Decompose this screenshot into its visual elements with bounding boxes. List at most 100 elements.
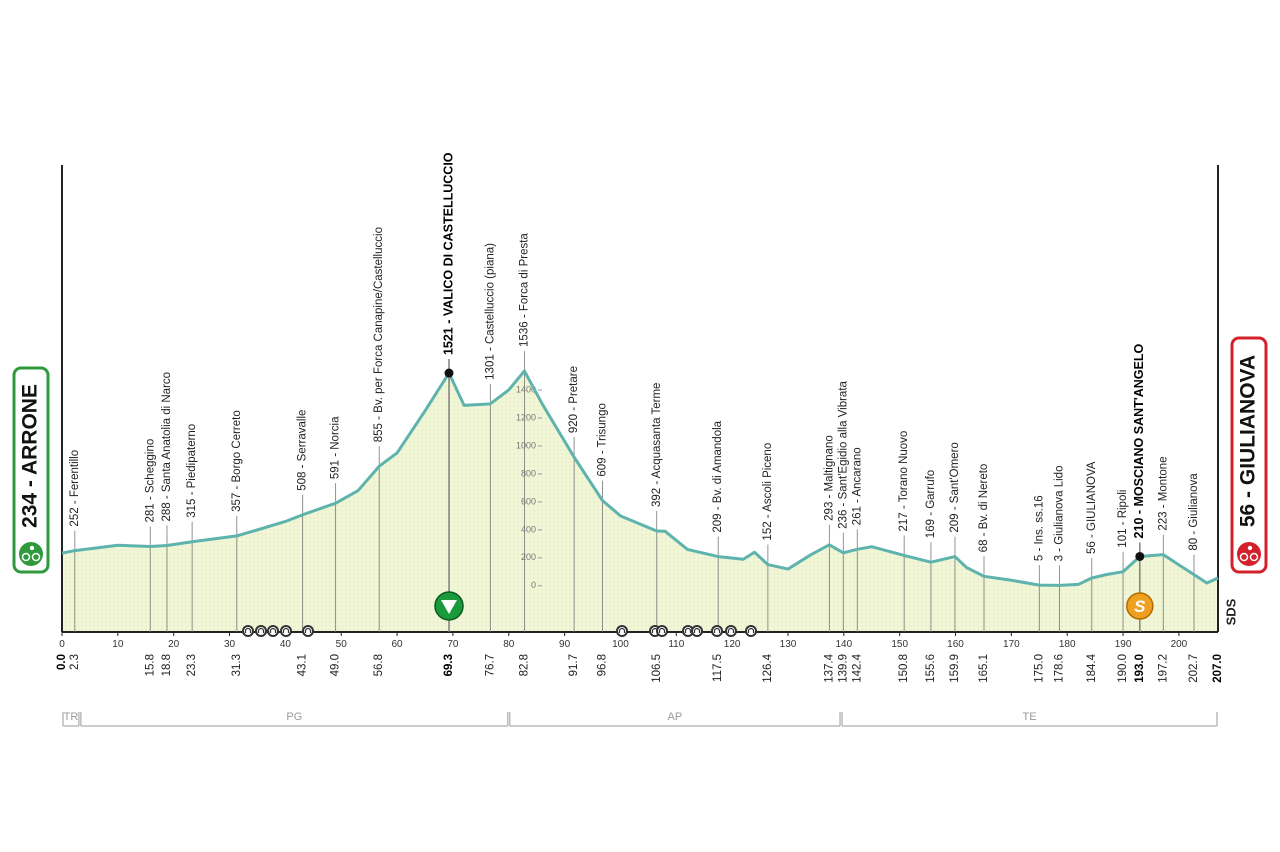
waypoint-label: 609 - Trisungo	[597, 403, 609, 477]
y-tick-label: 800	[521, 468, 536, 478]
tunnel-icon-arch	[713, 627, 721, 633]
tunnel-icon	[242, 625, 254, 637]
x-tick-label: 40	[280, 639, 292, 650]
tunnel-icon	[280, 625, 292, 637]
waypoint-km: 43.1	[297, 654, 309, 676]
waypoint-km: 49.0	[330, 654, 342, 676]
tunnel-icon-arch	[658, 627, 666, 633]
start-badge	[12, 366, 50, 574]
x-tick-label: 50	[336, 639, 348, 650]
waypoint-label: 508 - Serravalle	[297, 410, 309, 491]
y-tick-label: 0	[531, 580, 536, 590]
waypoint-label: 5 - Ins. ss.16	[1033, 495, 1045, 561]
tunnel-icon	[725, 625, 737, 637]
waypoint-km: 178.6	[1053, 654, 1065, 683]
y-tick-label: 400	[521, 524, 536, 534]
x-tick-label: 110	[668, 639, 684, 650]
x-tick-label: 20	[168, 639, 180, 650]
start-icon	[19, 542, 43, 566]
waypoint-km: 190.0	[1117, 654, 1129, 683]
tunnel-icon	[691, 625, 703, 637]
start-icon-wheel	[21, 552, 31, 562]
waypoint-km: 139.9	[837, 654, 849, 683]
x-tick-label: 100	[612, 639, 629, 650]
waypoint-label: 1301 - Castelluccio (piana)	[484, 243, 496, 380]
tunnel-icon-arch	[304, 627, 312, 633]
y-tick-label: 1400	[516, 384, 536, 394]
start-icon-head	[29, 545, 35, 551]
x-tick-label: 160	[947, 639, 964, 650]
waypoint-km: 82.8	[518, 654, 530, 676]
x-tick-label: 130	[780, 639, 797, 650]
start-label: 234 - ARRONE	[19, 384, 42, 528]
finish-label: 56 - GIULIANOVA	[1237, 355, 1260, 527]
waypoint-label: 315 - Piedipaterno	[186, 424, 198, 518]
waypoint-km: 76.7	[484, 654, 496, 676]
waypoint-label: 252 - Ferentillo	[69, 450, 81, 527]
tunnel-icon	[616, 625, 628, 637]
x-tick-label: 70	[447, 639, 459, 650]
waypoint-label: 210 - MOSCIANO SANT'ANGELO	[1132, 344, 1146, 539]
summit-dot	[444, 368, 454, 378]
waypoint-label: 392 - Acquasanta Terme	[651, 383, 663, 507]
waypoint-km: 159.9	[949, 654, 961, 683]
tunnel-icon	[745, 625, 757, 637]
x-tick-label: 190	[1115, 639, 1132, 650]
waypoint-label: 920 - Pretare	[568, 366, 580, 433]
waypoint-km: 31.3	[231, 654, 243, 676]
tunnel-icon-arch	[684, 627, 692, 633]
waypoint-label: 68 - Bv. di Nereto	[978, 464, 990, 553]
waypoint-label: 1521 - VALICO DI CASTELLUCCIO	[441, 152, 455, 355]
region-label: AP	[668, 711, 683, 723]
tunnel-icon	[302, 625, 314, 637]
waypoint-km: 150.8	[898, 654, 910, 683]
x-tick-label: 180	[1059, 639, 1076, 650]
waypoint-km: 197.2	[1157, 654, 1169, 683]
x-tick-label: 200	[1171, 639, 1188, 650]
tunnel-icon-arch	[244, 627, 252, 633]
waypoint-km: 23.3	[186, 654, 198, 676]
y-tick-label: 600	[521, 496, 536, 506]
waypoint-km: 126.4	[762, 653, 774, 682]
tunnel-icon	[711, 625, 723, 637]
tunnel-icon-arch	[282, 627, 290, 633]
waypoint-km: 106.5	[651, 654, 663, 683]
finish-icon-wheel	[1249, 552, 1259, 562]
waypoint-label: 80 - Giulianova	[1188, 473, 1200, 551]
waypoint-km: 56.8	[373, 654, 385, 676]
summit-dot	[1135, 551, 1145, 561]
waypoint-label: 1536 - Forca di Presta	[518, 233, 530, 347]
region-label: PG	[286, 711, 302, 723]
x-tick-label: 0	[59, 639, 65, 650]
kom-triangle	[441, 600, 458, 614]
waypoint-km: 96.8	[597, 654, 609, 676]
tunnel-icon-arch	[269, 627, 277, 633]
profile-texture	[62, 370, 1218, 632]
tunnel-icon	[656, 625, 668, 637]
waypoint-label: 152 - Ascoli Piceno	[762, 443, 774, 541]
waypoint-km: 184.4	[1086, 653, 1098, 682]
x-tick-label: 80	[503, 639, 515, 650]
waypoint-km: 18.8	[161, 654, 173, 676]
waypoint-km: 91.7	[568, 654, 580, 676]
waypoint-km: 69.3	[443, 654, 455, 676]
waypoint-km: 155.6	[925, 654, 937, 683]
tunnel-icon-arch	[618, 627, 626, 633]
waypoint-label: 217 - Torano Nuovo	[898, 431, 910, 532]
finish-km: 207.0	[1212, 654, 1224, 683]
waypoint-label: 209 - Sant'Omero	[949, 442, 961, 532]
waypoint-label: 855 - Bv. per Forca Canapine/Castellucci…	[373, 227, 385, 442]
waypoint-label: 288 - Santa Anatolia di Narco	[161, 372, 173, 522]
y-tick-label: 200	[521, 552, 536, 562]
tunnel-icon-arch	[257, 627, 265, 633]
start-icon-wheel	[31, 552, 41, 562]
waypoint-km: 137.4	[823, 653, 835, 682]
region-label: TE	[1022, 711, 1036, 723]
waypoint-km: 142.4	[851, 653, 863, 682]
profile-line	[61, 369, 1219, 587]
waypoint-km: 117.5	[712, 654, 724, 682]
x-tick-label: 90	[559, 639, 571, 650]
tunnel-icon	[255, 625, 267, 637]
waypoint-label: 293 - Maltignano	[823, 435, 835, 521]
